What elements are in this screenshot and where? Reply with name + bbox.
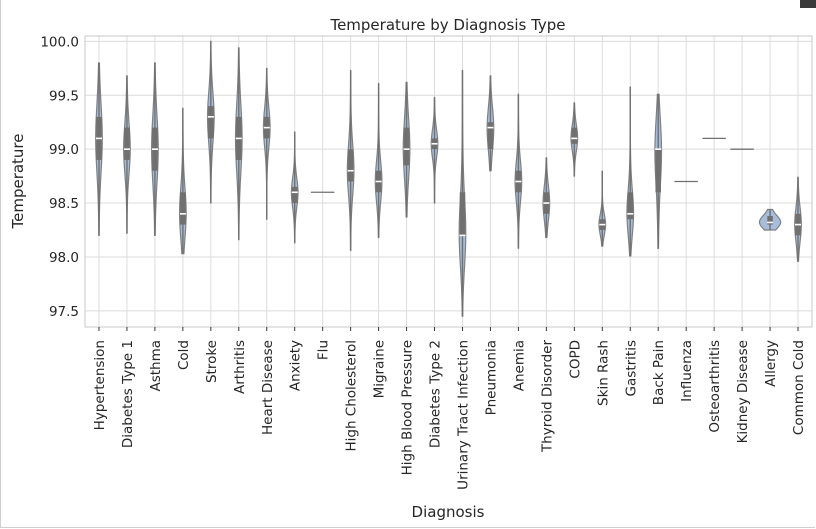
- y-axis-title: Temperature: [9, 133, 27, 229]
- violin: [234, 47, 243, 241]
- violin: [95, 62, 103, 236]
- violin: [178, 107, 187, 255]
- violin: [402, 81, 411, 218]
- violin-box: [571, 127, 578, 144]
- violin: [758, 208, 782, 231]
- violin: [794, 176, 802, 262]
- x-tick-label: Flu: [316, 340, 332, 360]
- violin-box: [459, 192, 466, 236]
- y-tick-label: 100.0: [40, 34, 79, 50]
- violin: [542, 157, 551, 239]
- violin-box: [403, 127, 410, 166]
- violin-box: [208, 106, 214, 139]
- violin: [262, 67, 271, 220]
- x-tick-label: Asthma: [148, 340, 164, 392]
- y-tick-label: 99.5: [49, 88, 79, 104]
- violin: [486, 75, 495, 172]
- violin-box: [347, 149, 354, 182]
- x-tick-label: COPD: [567, 340, 583, 379]
- violins: [95, 40, 802, 317]
- violin: [123, 75, 131, 234]
- y-tick-label: 99.0: [49, 142, 79, 158]
- x-tick-label: Cold: [176, 340, 192, 370]
- x-tick-label: Arthritis: [232, 340, 248, 394]
- x-tick-label: Influenza: [679, 340, 695, 402]
- x-tick-label: Urinary Tract Infection: [455, 340, 471, 490]
- violin: [458, 69, 467, 317]
- violin: [570, 102, 579, 177]
- x-tick-label: Kidney Disease: [735, 340, 751, 443]
- y-axis-ticks: 97.5 98.0 98.5 99.0 99.5 100.0: [40, 34, 79, 319]
- x-tick-label: Pneumonia: [483, 340, 499, 415]
- x-tick-label: Allergy: [763, 340, 779, 387]
- x-tick-label: High Blood Pressure: [400, 340, 416, 475]
- violin-box: [767, 215, 773, 225]
- x-tick-label: High Cholesterol: [344, 340, 360, 452]
- corner-widget: [800, 0, 816, 8]
- x-tick-label: Migraine: [372, 340, 388, 398]
- x-tick-label: Osteoarthritis: [707, 340, 723, 433]
- chart-title: Temperature by Diagnosis Type: [329, 16, 565, 34]
- violin: [654, 93, 663, 249]
- violin: [346, 69, 355, 252]
- violin-box: [655, 149, 661, 193]
- x-tick-label: Skin Rash: [595, 340, 611, 406]
- violin: [290, 131, 299, 244]
- violin: [626, 86, 635, 257]
- x-axis-title: Diagnosis: [412, 503, 485, 521]
- x-tick-label: Diabetes Type 1: [120, 340, 136, 448]
- x-tick-label: Back Pain: [651, 340, 667, 405]
- x-tick-label: Hypertension: [92, 340, 108, 430]
- x-tick-label: Heart Disease: [260, 340, 276, 435]
- violin: [206, 40, 215, 204]
- violin: [151, 62, 159, 236]
- x-tick-label: Anemia: [511, 340, 527, 391]
- violin-box: [627, 192, 633, 220]
- x-tick-label: Common Cold: [791, 340, 807, 435]
- violin-box: [124, 127, 130, 160]
- violin: [514, 93, 523, 249]
- violin-box: [487, 122, 494, 150]
- x-tick-label: Diabetes Type 2: [428, 340, 444, 448]
- x-tick-label: Gastritis: [623, 340, 639, 396]
- violin-box: [291, 186, 298, 204]
- violin: [374, 82, 383, 239]
- y-tick-label: 97.5: [49, 304, 79, 320]
- violin: [430, 96, 439, 204]
- violin: [598, 170, 607, 247]
- x-tick-label: Thyroid Disorder: [539, 340, 555, 454]
- violin-box: [180, 192, 186, 225]
- y-tick-label: 98.0: [49, 250, 79, 266]
- plot-area: [84, 35, 813, 328]
- y-tick-label: 98.5: [49, 196, 79, 212]
- x-tick-label: Anxiety: [288, 340, 304, 391]
- x-axis-ticks: Hypertension Diabetes Type 1 Asthma Cold Str…: [92, 327, 807, 490]
- grid-lines: [85, 36, 812, 327]
- x-tick-label: Stroke: [204, 340, 220, 383]
